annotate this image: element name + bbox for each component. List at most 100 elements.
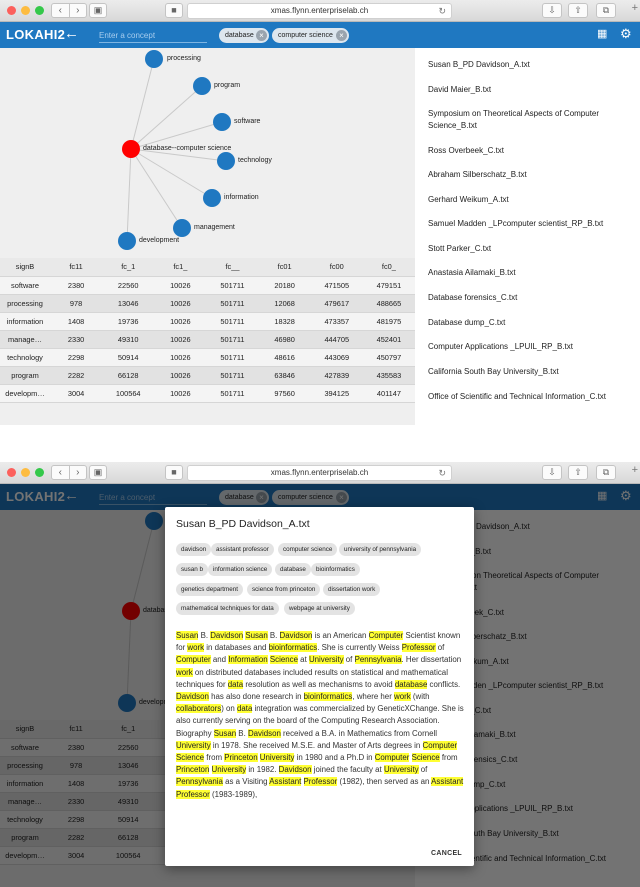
table-cell: 401147 [362,384,415,403]
text-segment: integration was commercialized by Geneti… [176,704,464,738]
highlighted-term: Professor [401,643,436,653]
concept-input[interactable] [99,29,207,43]
col-header[interactable]: fc00 [310,258,363,277]
close-window-button[interactable] [7,468,16,477]
graph-node[interactable] [118,232,136,250]
col-header[interactable]: fc_1 [102,258,155,277]
table-cell: 46980 [258,330,311,349]
text-segment: of [343,655,355,665]
privacy-icon[interactable]: ■ [165,465,183,480]
document-item[interactable]: Database dump_C.txt [428,318,506,327]
document-item[interactable]: Susan B_PD Davidson_A.txt [428,60,530,69]
document-item[interactable]: Database forensics_C.txt [428,293,518,302]
reload-icon[interactable]: ↻ [438,6,446,16]
document-item[interactable]: Symposium on Theoretical Aspects of Comp… [428,109,600,130]
back-nav-icon[interactable]: ‹ [52,466,70,479]
col-header[interactable]: fc1_ [154,258,207,277]
document-item[interactable]: Stott Parker_C.txt [428,244,492,253]
highlighted-term: Princeton [176,765,210,775]
new-tab-icon[interactable]: + [631,464,638,476]
row-label-cell: information [0,312,50,331]
zoom-window-button[interactable] [35,468,44,477]
col-header[interactable]: fc11 [50,258,103,277]
document-item[interactable]: Computer Applications _LPUIL_RP_B.txt [428,342,573,351]
table-cell: 10026 [154,312,207,331]
graph-center-node[interactable] [122,140,140,158]
text-segment: and [210,655,229,665]
node-label: development [139,237,180,244]
col-header[interactable]: fc__ [206,258,259,277]
text-segment: on distributed databases included result… [176,667,448,689]
chip-database: database × [219,28,269,43]
back-nav-icon[interactable]: ‹ [52,4,70,17]
graph-node[interactable] [193,77,211,95]
forward-nav-icon[interactable]: › [76,467,80,478]
col-header[interactable]: signB [0,258,50,277]
highlighted-term: Computer [368,631,404,640]
table-cell: 501711 [206,330,259,349]
col-header[interactable]: fc01 [258,258,311,277]
chip-remove-icon[interactable]: × [256,30,267,41]
tabs-overview-icon[interactable]: ⧉ [596,3,616,18]
document-item[interactable]: Ross Overbeek_C.txt [428,146,505,155]
forward-nav-icon[interactable]: › [76,5,80,16]
graph-edge [130,148,183,229]
share-icon[interactable]: ⇧ [568,3,588,18]
zoom-window-button[interactable] [35,6,44,15]
document-item[interactable]: David Maier_B.txt [428,85,492,94]
document-item[interactable]: Office of Scientific and Technical Infor… [428,392,607,401]
sidebar-toggle-icon[interactable]: ▣ [89,465,107,480]
address-bar[interactable]: xmas.flynn.enterpriselab.ch ↻ [187,3,452,19]
document-item[interactable]: Abraham Silberschatz_B.txt [428,170,527,179]
table-view-icon[interactable]: ▦ [597,28,608,40]
col-header[interactable]: fc0_ [362,258,415,277]
close-window-button[interactable] [7,6,16,15]
table-cell: 10026 [154,348,207,367]
download-icon[interactable]: ⇩ [542,465,562,480]
text-segment: ) on [221,704,237,714]
gear-icon[interactable]: ⚙ [620,26,632,41]
highlighted-term: Computer [374,753,410,763]
highlighted-term: Pennsylvania [354,655,402,665]
chip-remove-icon[interactable]: × [336,30,347,41]
highlighted-term: Computer [422,740,458,750]
sidebar-toggle-icon[interactable]: ▣ [89,3,107,18]
tabs-overview-icon[interactable]: ⧉ [596,465,616,480]
graph-node[interactable] [213,113,231,131]
document-item[interactable]: California South Bay University_B.txt [428,367,559,376]
arrow-left-icon[interactable]: ← [64,25,79,42]
graph-node[interactable] [173,219,191,237]
text-segment: Scientist known for [176,631,461,653]
keyword-tag: mathematical techniques for data [176,602,279,615]
highlighted-term: Davidson [279,631,313,640]
highlighted-term: Information [228,655,268,665]
graph-node[interactable] [145,50,163,68]
minimize-window-button[interactable] [21,6,30,15]
history-nav: ‹ › [51,465,87,480]
share-icon[interactable]: ⇧ [568,465,588,480]
graph-node[interactable] [217,152,235,170]
graph-node[interactable] [203,189,221,207]
document-item[interactable]: Anastasia Ailamaki_B.txt [428,268,516,277]
address-bar[interactable]: xmas.flynn.enterpriselab.ch ↻ [187,465,452,481]
document-item[interactable]: Samuel Madden _LPcomputer scientist_RP_B… [428,219,604,228]
reload-icon[interactable]: ↻ [438,468,446,478]
highlighted-term: work [394,692,411,702]
highlighted-term: Science [411,753,440,763]
download-icon[interactable]: ⇩ [542,3,562,18]
minimize-window-button[interactable] [21,468,30,477]
text-segment: , where her [352,692,395,702]
table-cell: 97560 [258,384,311,403]
new-tab-icon[interactable]: + [631,2,638,14]
screenshot-dialog-view: ‹ › ▣ ■ xmas.flynn.enterpriselab.ch ↻ ⇩ … [0,462,640,887]
document-item[interactable]: Gerhard Weikum_A.txt [428,195,509,204]
cancel-button[interactable]: CANCEL [431,850,462,857]
privacy-icon[interactable]: ■ [165,3,183,18]
